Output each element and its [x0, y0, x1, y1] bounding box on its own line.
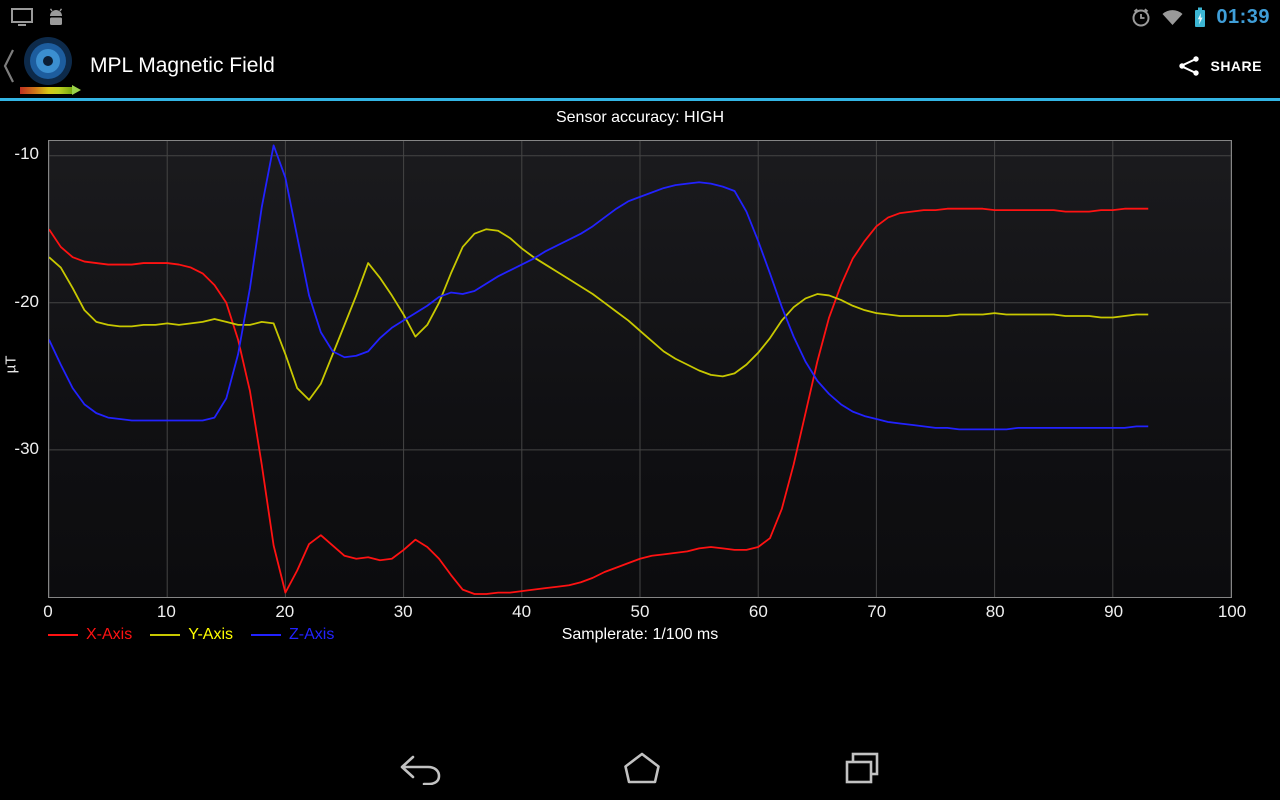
legend-item: Z-Axis	[251, 626, 334, 644]
legend-swatch	[150, 634, 181, 636]
legend: X-Axis Y-Axis Z-Axis	[48, 626, 334, 644]
nav-back-icon	[400, 755, 441, 785]
share-icon	[1179, 56, 1200, 76]
nav-home-icon	[624, 752, 660, 784]
series-line-x-axis	[49, 207, 1149, 595]
usb-debug-android-icon	[49, 8, 63, 25]
x-tick-label: 60	[748, 602, 768, 621]
alarm-icon	[1132, 8, 1150, 27]
navigation-bar	[0, 736, 1280, 800]
legend-label: X-Axis	[86, 626, 133, 643]
status-bar: 01:39	[0, 0, 1280, 34]
status-bar-right: 01:39	[1130, 6, 1270, 29]
share-button[interactable]: SHARE	[1159, 34, 1280, 98]
legend-label: Z-Axis	[289, 626, 335, 643]
x-tick-label: 70	[867, 602, 887, 621]
back-button[interactable]	[0, 34, 81, 98]
y-tick-label: -20	[14, 291, 39, 311]
plot-area	[48, 140, 1232, 598]
x-tick-label: 100	[1217, 602, 1247, 621]
actionbar-underline	[0, 98, 1280, 101]
display-connected-icon	[11, 8, 33, 26]
y-tick-label: -30	[14, 439, 39, 459]
x-tick-label: 40	[512, 602, 532, 621]
series-line-z-axis	[49, 144, 1149, 431]
app-icon	[20, 37, 81, 95]
y-axis-labels: -10 -20 -30	[0, 140, 44, 598]
clock: 01:39	[1216, 5, 1270, 28]
battery-charging-icon	[1195, 7, 1206, 27]
nav-recents-icon	[845, 752, 879, 784]
series-line-y-axis	[49, 228, 1149, 401]
app-icon-level-bar	[20, 87, 72, 94]
y-tick-label: -10	[14, 143, 39, 163]
nav-recents-button[interactable]	[836, 745, 888, 791]
legend-swatch	[48, 634, 78, 636]
chart-footer: X-Axis Y-Axis Z-Axis Samplerate: 1/100 ms	[0, 626, 1280, 650]
legend-item: X-Axis	[48, 626, 132, 644]
legend-label: Y-Axis	[188, 626, 233, 643]
x-tick-label: 0	[43, 602, 53, 621]
nav-home-button[interactable]	[616, 745, 668, 791]
wifi-icon	[1162, 10, 1183, 25]
legend-swatch	[251, 634, 281, 636]
legend-item: Y-Axis	[150, 626, 233, 644]
x-tick-label: 50	[630, 602, 650, 621]
share-label: SHARE	[1210, 58, 1262, 74]
x-tick-label: 30	[393, 602, 413, 621]
app-icon-level-arrow	[72, 85, 81, 95]
status-bar-left	[10, 7, 66, 27]
x-tick-label: 20	[275, 602, 295, 621]
x-tick-label: 80	[985, 602, 1005, 621]
sensor-accuracy-text: Sensor accuracy: HIGH	[555, 109, 725, 126]
app-icon-center-dot	[43, 56, 53, 66]
page-title: MPL Magnetic Field	[90, 54, 275, 77]
nav-back-button[interactable]	[392, 745, 448, 791]
chart-canvas	[49, 141, 1231, 597]
x-tick-label: 90	[1104, 602, 1124, 621]
action-bar: MPL Magnetic Field SHARE	[0, 34, 1280, 98]
x-axis-labels: 0 10 20 30 40 50 60 70 80 90 100	[43, 602, 1246, 624]
back-chevron-icon	[3, 49, 14, 83]
x-tick-label: 10	[156, 602, 176, 621]
